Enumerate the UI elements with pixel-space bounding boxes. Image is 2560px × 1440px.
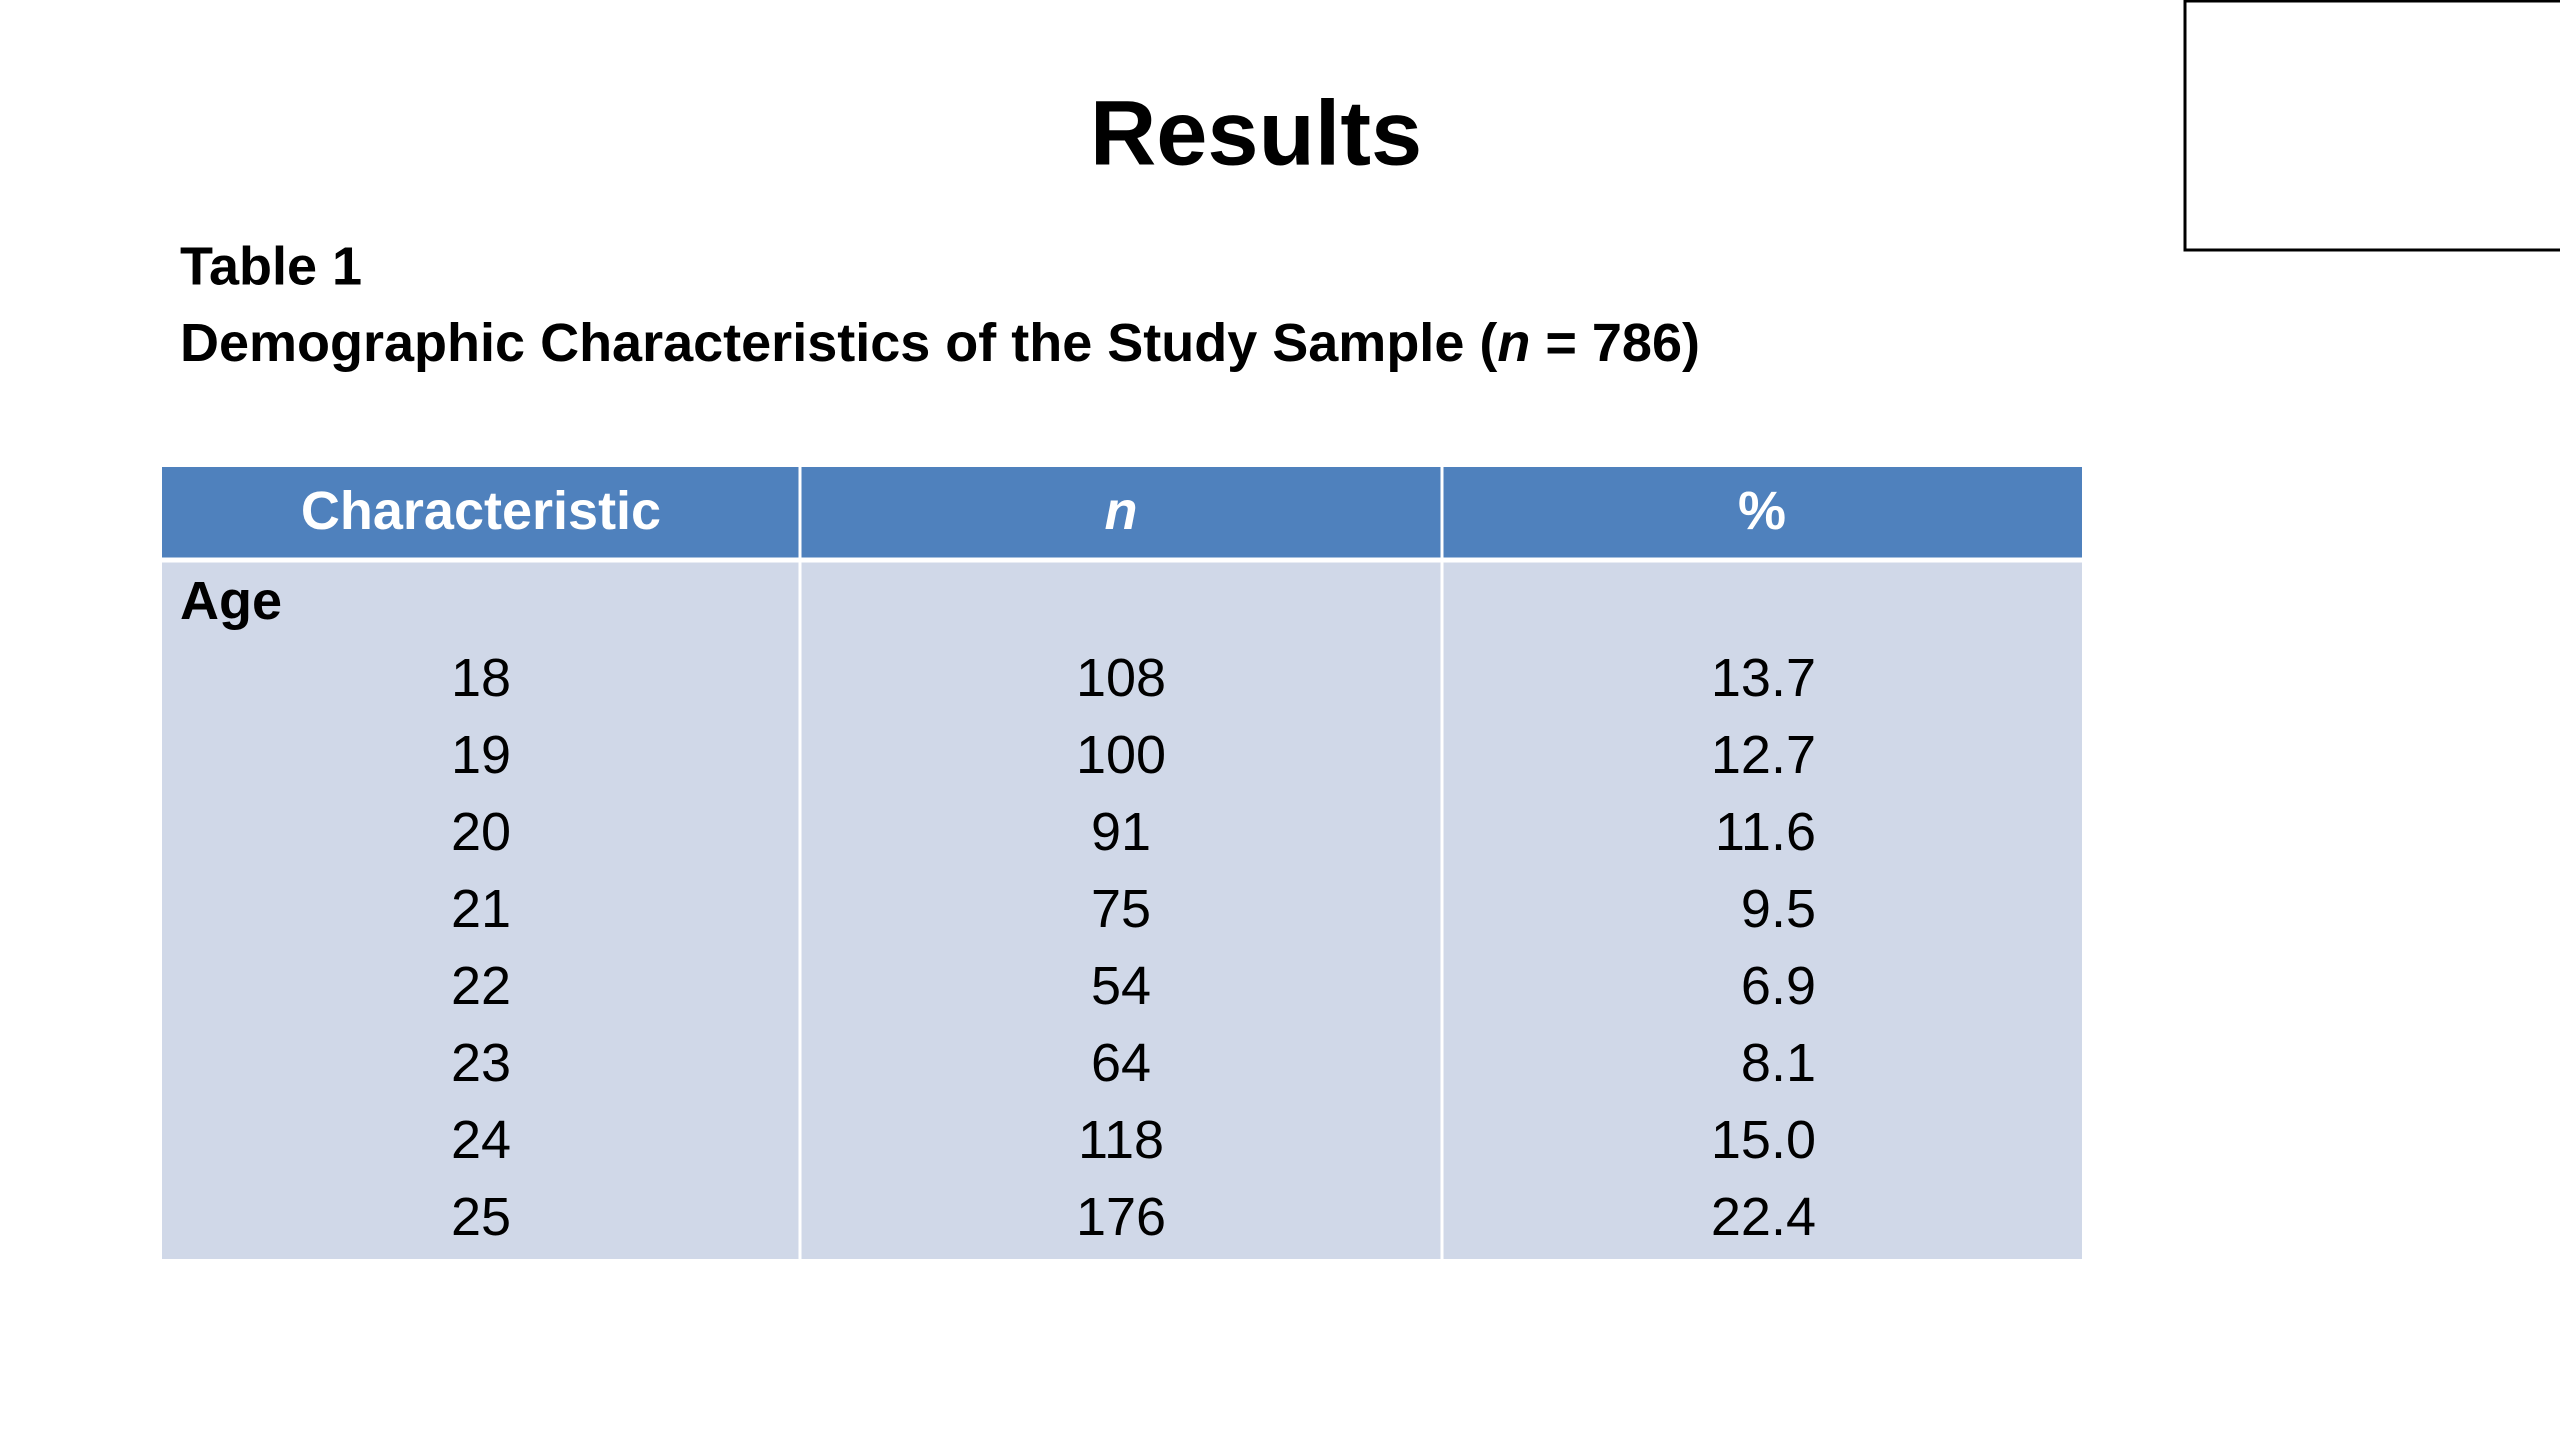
table-cell: 75 (1091, 879, 1151, 939)
table-cell: 12.7 (1711, 725, 1816, 785)
header-cell: Characteristic (301, 481, 661, 541)
table-cell: 20 (451, 802, 511, 862)
table-cell: 13.7 (1711, 648, 1816, 708)
group-label: Age (180, 571, 282, 631)
table-cell: 100 (1076, 725, 1166, 785)
table-cell: 18 (451, 648, 511, 708)
table-cell: 6.9 (1741, 956, 1816, 1016)
caption-italic: n (1497, 313, 1530, 373)
slide-title: Results (1090, 82, 1422, 184)
table-cell: 15.0 (1711, 1110, 1816, 1170)
header-row (162, 467, 2082, 558)
table-cell: 54 (1091, 956, 1151, 1016)
table-caption: Demographic Characteristics of the Study… (180, 313, 1700, 373)
body-background (162, 558, 2082, 1259)
table-cell: 64 (1091, 1033, 1151, 1093)
table: Characteristic n % Age 18 108 13.7 19 100 12.7 20 9… (162, 467, 2082, 1259)
header-cell: % (1738, 481, 1786, 541)
placeholder-box (2183, 0, 2560, 252)
header-cell: n (1105, 481, 1138, 541)
table-cell: 108 (1076, 648, 1166, 708)
table-cell: 25 (451, 1187, 511, 1247)
table-cell: 24 (451, 1110, 511, 1170)
table-cell: 21 (451, 879, 511, 939)
caption-text: = 786) (1530, 313, 1700, 373)
table-cell: 19 (451, 725, 511, 785)
table-cell: 23 (451, 1033, 511, 1093)
table-cell: 11.6 (1715, 802, 1816, 862)
table-cell: 91 (1091, 802, 1151, 862)
table-cell: 176 (1076, 1187, 1166, 1247)
table-cell: 22.4 (1711, 1187, 1816, 1247)
table-label: Table 1 (180, 236, 362, 296)
caption-text: Demographic Characteristics of the Study… (180, 313, 1497, 373)
table-cell: 22 (451, 956, 511, 1016)
table-cell: 8.1 (1741, 1033, 1816, 1093)
table-cell: 9.5 (1741, 879, 1816, 939)
table-cell: 118 (1078, 1110, 1164, 1170)
